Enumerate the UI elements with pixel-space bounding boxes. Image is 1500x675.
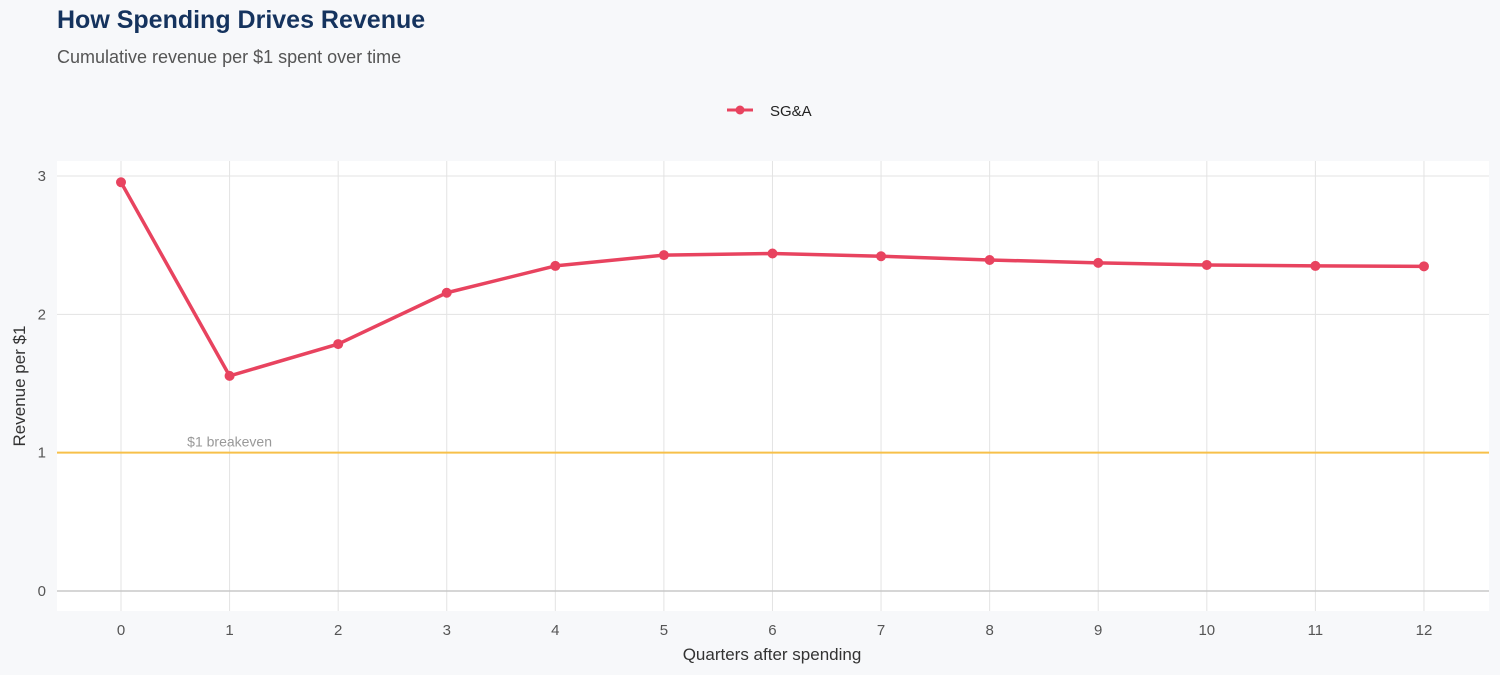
data-point	[333, 339, 344, 350]
x-tick-label: 7	[877, 622, 885, 639]
x-tick-label: 3	[443, 622, 451, 639]
chart-subtitle: Cumulative revenue per $1 spent over tim…	[57, 47, 402, 67]
x-tick-label: 11	[1308, 622, 1324, 639]
y-tick-label: 0	[38, 583, 46, 600]
legend-label: SG&A	[770, 103, 812, 120]
data-point	[767, 248, 778, 259]
data-point	[658, 250, 669, 261]
breakeven-label: $1 breakeven	[187, 434, 272, 450]
chart-title: How Spending Drives Revenue	[57, 6, 426, 34]
x-tick-label: 10	[1198, 622, 1215, 639]
x-tick-label: 4	[551, 622, 559, 639]
x-tick-label: 2	[334, 622, 342, 639]
x-tick-label: 8	[985, 622, 993, 639]
x-tick-label: 0	[117, 622, 125, 639]
x-tick-label: 6	[768, 622, 776, 639]
data-point	[441, 287, 452, 298]
data-point	[224, 370, 235, 381]
data-point	[1093, 257, 1104, 268]
x-tick-label: 5	[660, 622, 668, 639]
x-axis-label: Quarters after spending	[683, 645, 862, 664]
x-tick-label: 1	[225, 622, 233, 639]
x-tick-label: 12	[1416, 622, 1433, 639]
data-point	[876, 251, 887, 262]
data-point	[984, 254, 995, 265]
data-point	[1310, 260, 1321, 271]
data-point	[1201, 259, 1212, 270]
legend-marker	[735, 105, 745, 115]
x-tick-label: 9	[1094, 622, 1102, 639]
data-point	[116, 177, 126, 188]
legend: SG&A	[727, 103, 812, 120]
data-point	[550, 260, 561, 271]
y-tick-label: 1	[38, 445, 46, 462]
plot-panel	[57, 161, 1489, 611]
y-tick-label: 2	[38, 306, 46, 323]
data-point	[1418, 261, 1429, 272]
y-tick-label: 3	[38, 168, 46, 185]
y-axis-label: Revenue per $1	[10, 326, 29, 447]
